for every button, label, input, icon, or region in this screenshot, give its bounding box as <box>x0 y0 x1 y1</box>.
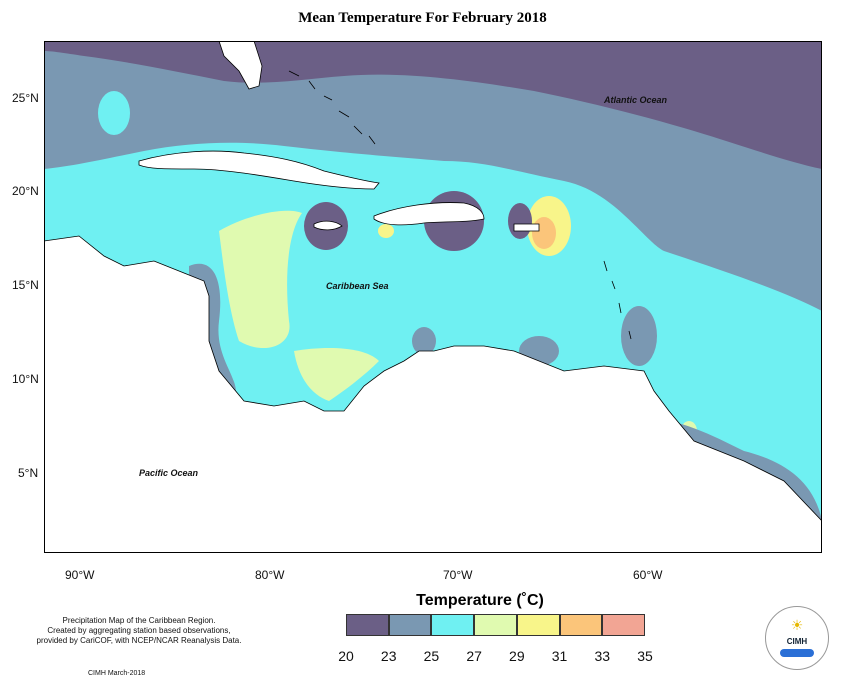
temperature-map: Atlantic Ocean Caribbean Sea Pacific Oce… <box>44 41 822 553</box>
wave-icon <box>780 649 814 657</box>
legend-swatch <box>388 614 432 636</box>
notes: Precipitation Map of the Caribbean Regio… <box>24 616 254 646</box>
legend-swatch <box>516 614 560 636</box>
pacific-label: Pacific Ocean <box>139 468 199 478</box>
legend-swatch <box>431 614 475 636</box>
legend-tick-label: 20 <box>338 648 354 664</box>
legend-title: Temperature (˚C) <box>416 592 544 609</box>
zone-27-29-a <box>219 210 302 349</box>
lat-tick-10: 10°N <box>12 372 39 386</box>
legend-tick-label: 25 <box>423 648 440 664</box>
credit: CIMH March-2018 <box>88 670 146 677</box>
legend-tick-label: 35 <box>637 648 653 664</box>
note-line-2: Created by aggregating station based obs… <box>47 626 231 635</box>
legend-tick-label: 31 <box>551 648 568 664</box>
legend-colorbar <box>346 614 645 636</box>
lat-tick-20: 20°N <box>12 184 39 198</box>
lon-tick-60: 60°W <box>633 568 663 582</box>
legend-swatch <box>602 614 645 636</box>
lat-tick-5: 5°N <box>18 466 39 480</box>
cimh-logo: ☀ CIMH <box>765 606 829 670</box>
atlantic-label: Atlantic Ocean <box>603 95 668 105</box>
zone-20-23-north <box>44 41 822 169</box>
legend-swatch <box>474 614 517 636</box>
land-central-america <box>44 235 822 553</box>
map-title: Mean Temperature For February 2018 <box>298 10 547 26</box>
legend-tick-label: 23 <box>380 648 397 664</box>
sun-icon: ☀ <box>790 617 804 633</box>
legend-tick-label: 33 <box>594 648 611 664</box>
lat-tick-15: 15°N <box>12 278 39 292</box>
zone-27-29-b <box>294 348 379 401</box>
legend-tick-label: 29 <box>509 648 525 664</box>
logo-text: CIMH <box>786 637 808 646</box>
legend-swatch <box>559 614 603 636</box>
lon-tick-90: 90°W <box>65 568 95 582</box>
lon-tick-70: 70°W <box>443 568 473 582</box>
note-line-3: provided by CariCOF, with NCEP/NCAR Rean… <box>36 636 242 645</box>
caribbean-label: Caribbean Sea <box>326 281 389 291</box>
legend-swatch <box>346 614 389 636</box>
note-line-1: Precipitation Map of the Caribbean Regio… <box>62 616 216 625</box>
lat-tick-25: 25°N <box>12 91 39 105</box>
lon-tick-80: 80°W <box>255 568 285 582</box>
legend-tick-label: 27 <box>466 648 482 664</box>
